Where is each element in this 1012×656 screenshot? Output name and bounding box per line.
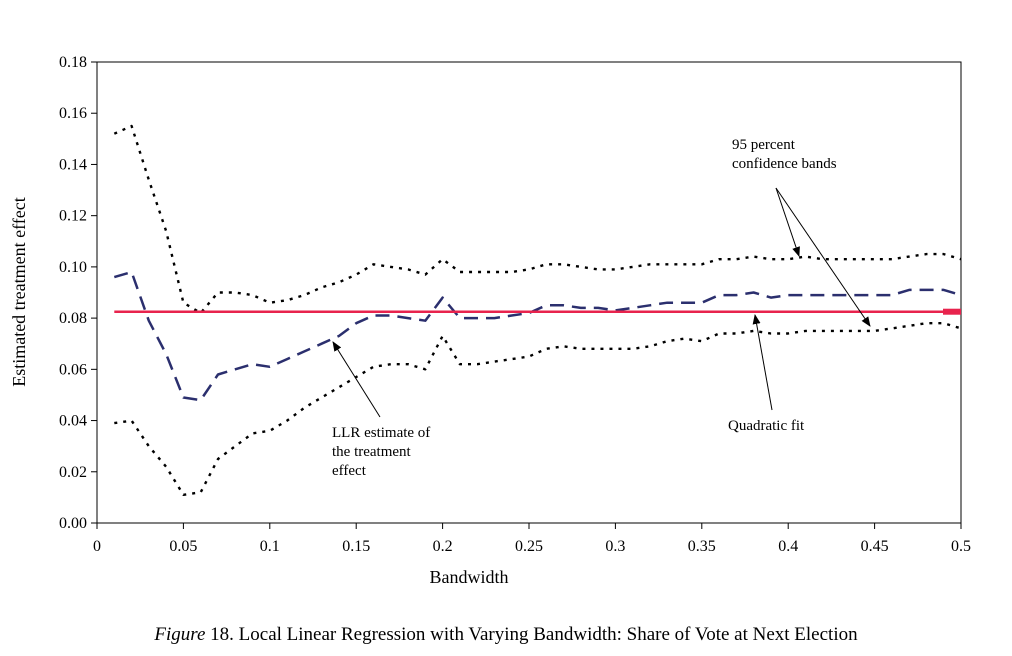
x-tick-label: 0.15 bbox=[342, 538, 370, 555]
x-tick-label: 0.35 bbox=[688, 538, 716, 555]
annotation-llr-line3: effect bbox=[332, 463, 367, 479]
annotation-ci-line2: confidence bands bbox=[732, 156, 837, 172]
y-tick-label: 0.02 bbox=[59, 464, 87, 481]
x-axis-ticks: 0 0.05 0.1 0.15 0.2 0.25 0.3 0.35 0.4 0.45 0.5 bbox=[93, 523, 971, 555]
y-tick-label: 0.10 bbox=[59, 259, 87, 276]
y-tick-label: 0.18 bbox=[59, 54, 87, 71]
x-tick-label: 0.3 bbox=[605, 538, 625, 555]
x-tick-label: 0.2 bbox=[433, 538, 453, 555]
arrow-quadratic bbox=[752, 314, 773, 411]
arrow-ci-upper bbox=[775, 187, 800, 257]
x-tick-label: 0.25 bbox=[515, 538, 543, 555]
x-tick-label: 0.05 bbox=[169, 538, 197, 555]
y-tick-label: 0.12 bbox=[59, 208, 87, 225]
series-layer bbox=[113, 124, 962, 496]
chart: 0 0.05 0.1 0.15 0.2 0.25 0.3 0.35 0.4 0.45 0.5 0.0… bbox=[9, 54, 971, 587]
annotation-llr-line2: the treatment bbox=[332, 444, 412, 460]
y-tick-label: 0.00 bbox=[59, 515, 87, 532]
x-tick-label: 0.1 bbox=[260, 538, 280, 555]
annotation-ci-line1: 95 percent bbox=[732, 137, 796, 153]
annotation-llr-line1: LLR estimate of bbox=[332, 425, 430, 441]
y-tick-label: 0.08 bbox=[59, 310, 87, 327]
x-tick-label: 0.4 bbox=[778, 538, 798, 555]
lower-confidence-band bbox=[114, 322, 962, 496]
y-axis-ticks: 0.00 0.02 0.04 0.06 0.08 0.10 0.12 0.14 0.16 0.18 bbox=[59, 54, 97, 532]
quadratic-fit-end-marker bbox=[943, 308, 961, 315]
figure-caption: Figure 18. Local Linear Regression with … bbox=[0, 624, 1012, 646]
y-tick-label: 0.16 bbox=[59, 105, 87, 122]
annotation-quadratic: Quadratic fit bbox=[728, 418, 805, 434]
y-axis-title: Estimated treatment effect bbox=[9, 197, 29, 387]
x-tick-label: 0.45 bbox=[861, 538, 889, 555]
y-tick-label: 0.06 bbox=[59, 361, 87, 378]
x-axis-title: Bandwidth bbox=[430, 567, 509, 587]
x-tick-label: 0.5 bbox=[951, 538, 971, 555]
y-tick-label: 0.04 bbox=[59, 413, 87, 430]
arrow-llr bbox=[332, 341, 381, 418]
arrow-ci-lower bbox=[775, 187, 871, 327]
y-tick-label: 0.14 bbox=[59, 156, 87, 173]
caption-figure-label: Figure bbox=[154, 624, 206, 645]
llr-estimate-line bbox=[113, 270, 962, 402]
upper-confidence-band bbox=[113, 124, 962, 315]
x-tick-label: 0 bbox=[93, 538, 101, 555]
caption-text: 18. Local Linear Regression with Varying… bbox=[205, 624, 858, 645]
